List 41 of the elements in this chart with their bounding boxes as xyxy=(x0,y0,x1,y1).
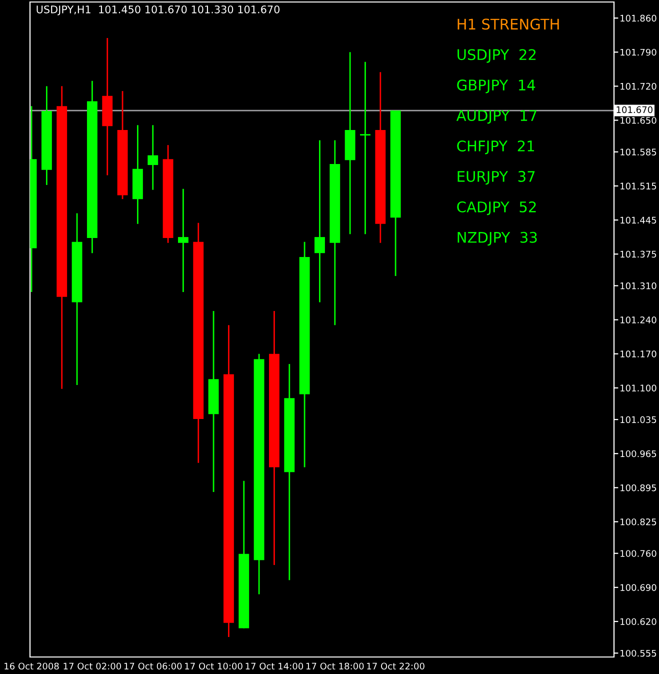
candlestick xyxy=(314,140,325,303)
y-tick-label: 101.585 xyxy=(620,148,656,156)
annotation: NZDJPY 33 xyxy=(458,232,537,246)
y-tick-label: 100.895 xyxy=(620,484,656,492)
x-tick-label: 17 Oct 18:00 xyxy=(306,662,364,670)
y-tick-label: 100.965 xyxy=(620,450,656,458)
y-tick-label: 101.310 xyxy=(620,282,656,290)
annotation: CHFJPY 21 xyxy=(457,140,534,154)
annotation: CADJPY 52 xyxy=(457,201,536,216)
x-tick-label: 16 Oct 2008 xyxy=(4,662,59,670)
y-tick-label: 100.690 xyxy=(620,584,656,591)
chart-title: USDJPY,H1 101.450 101.670 101.330 101.670 xyxy=(36,5,280,16)
y-tick-label: 101.720 xyxy=(620,82,656,90)
ref-line-label: 101.670 xyxy=(616,106,652,114)
annotation: H1 STRENGTH xyxy=(458,18,559,30)
y-tick-label: 101.515 xyxy=(620,182,656,190)
x-tick-label: 17 Oct 02:00 xyxy=(64,662,122,670)
x-tick-label: 17 Oct 14:00 xyxy=(246,662,304,670)
y-tick-label: 101.445 xyxy=(620,216,656,224)
x-tick-label: 17 Oct 06:00 xyxy=(124,662,182,670)
y-tick-label: 101.240 xyxy=(620,316,656,324)
annotation: GBPJPY 14 xyxy=(457,80,536,94)
y-tick-label: 100.555 xyxy=(620,650,656,657)
annotation: USDJPY 22 xyxy=(458,49,536,63)
annotation: AUDJPY 17 xyxy=(456,110,536,124)
y-tick-label: 101.100 xyxy=(620,384,656,392)
x-tick-label: 17 Oct 10:00 xyxy=(185,662,242,670)
y-tick-label: 101.375 xyxy=(620,250,656,258)
y-tick-label: 100.825 xyxy=(620,518,656,526)
candlestick xyxy=(359,61,372,235)
candlestick xyxy=(178,188,188,293)
y-tick-label: 101.790 xyxy=(620,48,656,56)
annotation: EURJPY 37 xyxy=(458,170,535,185)
x-tick-label: 17 Oct 22:00 xyxy=(367,662,424,670)
y-tick-label: 100.620 xyxy=(620,618,656,626)
y-tick-label: 101.035 xyxy=(620,416,656,424)
y-tick-label: 101.860 xyxy=(620,14,656,22)
candlestick xyxy=(148,124,158,191)
y-tick-label: 101.650 xyxy=(620,116,656,124)
y-tick-label: 101.170 xyxy=(620,350,656,358)
y-tick-label: 100.760 xyxy=(620,550,656,557)
